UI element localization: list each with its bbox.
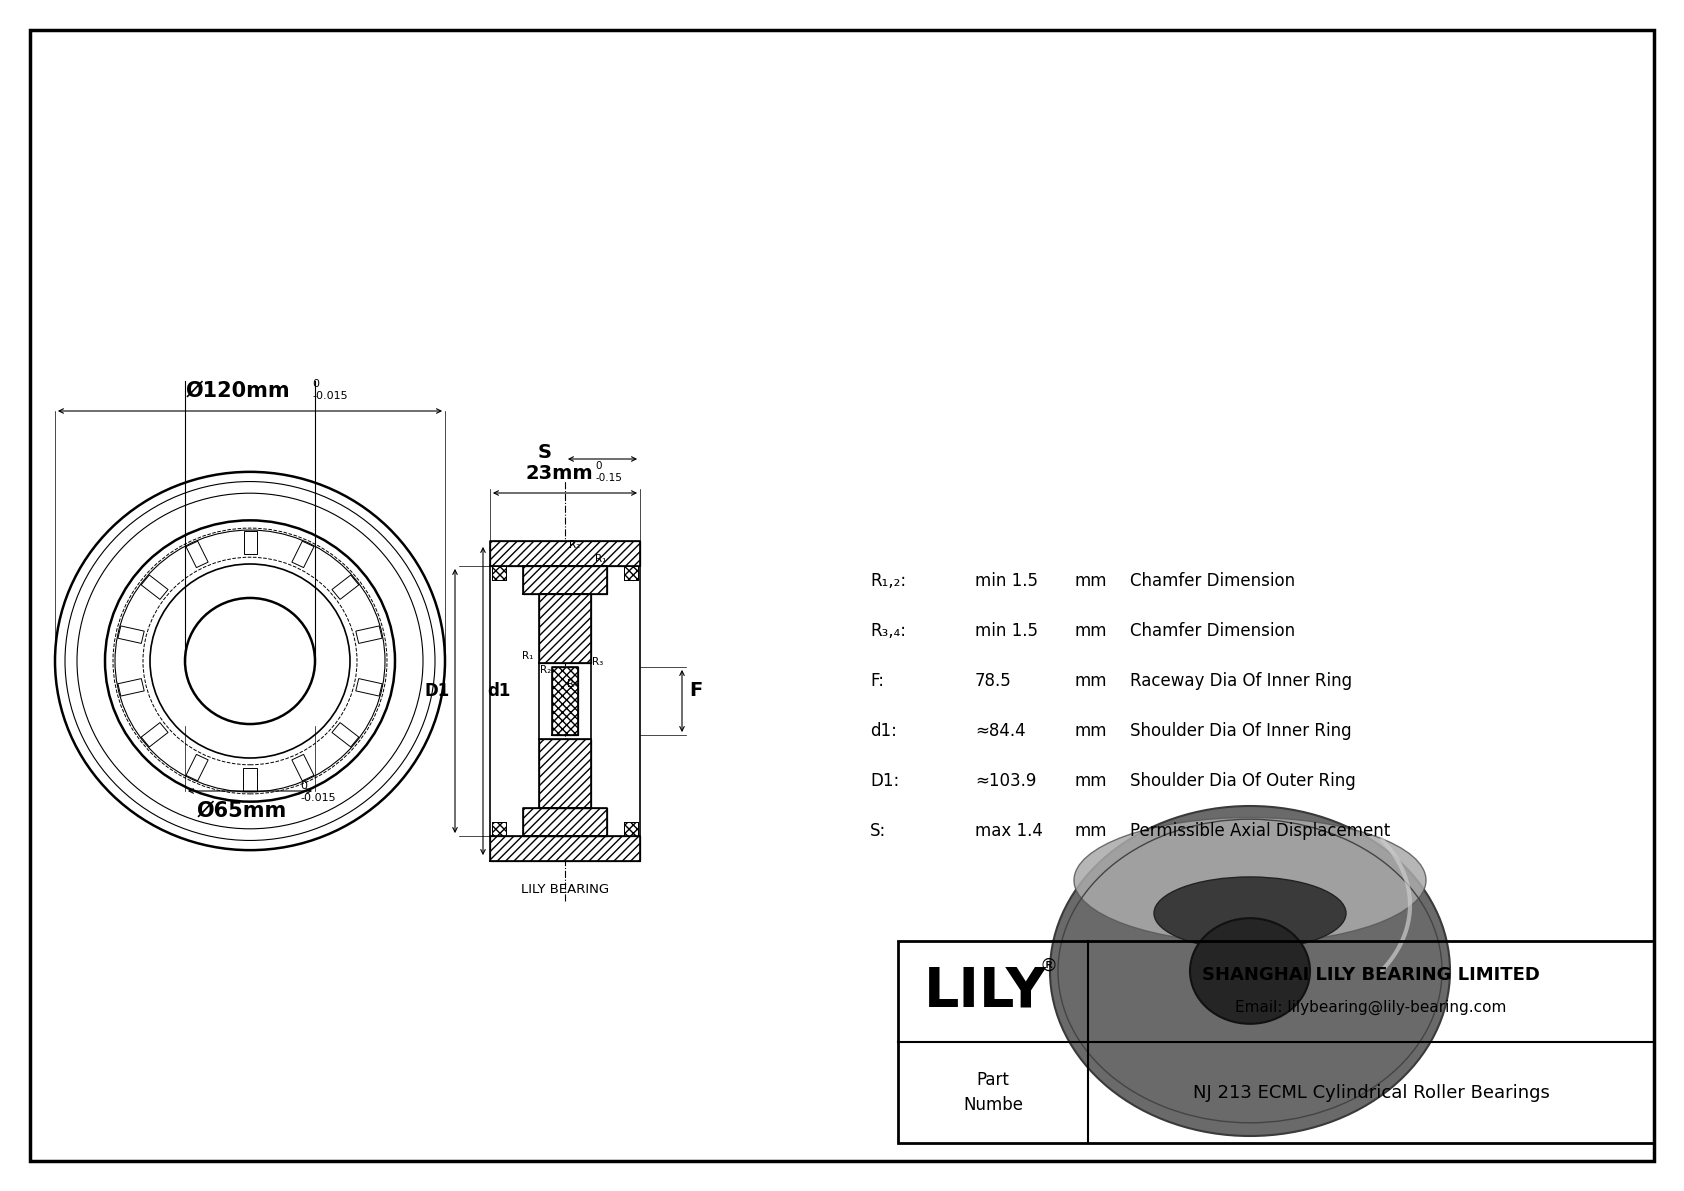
Bar — [490, 541, 640, 566]
Bar — [492, 566, 505, 580]
Text: 78.5: 78.5 — [975, 672, 1012, 690]
Text: LILY: LILY — [923, 965, 1046, 1018]
Text: 0: 0 — [300, 781, 306, 791]
Bar — [539, 594, 591, 663]
Text: min 1.5: min 1.5 — [975, 572, 1037, 590]
Text: d1: d1 — [487, 682, 510, 700]
Ellipse shape — [1154, 877, 1346, 949]
Text: 23mm: 23mm — [525, 464, 593, 484]
Bar — [625, 566, 638, 580]
Text: Shoulder Dia Of Outer Ring: Shoulder Dia Of Outer Ring — [1130, 772, 1356, 790]
Text: ®: ® — [1039, 956, 1058, 974]
Bar — [552, 667, 578, 735]
Text: S:: S: — [871, 822, 886, 840]
Text: S: S — [537, 443, 552, 462]
Text: mm: mm — [1074, 572, 1108, 590]
Text: R₃,₄:: R₃,₄: — [871, 622, 906, 640]
Text: F: F — [689, 681, 702, 700]
Text: -0.15: -0.15 — [594, 473, 621, 484]
Text: -0.015: -0.015 — [312, 391, 347, 401]
Text: ≈84.4: ≈84.4 — [975, 722, 1026, 740]
Text: Raceway Dia Of Inner Ring: Raceway Dia Of Inner Ring — [1130, 672, 1352, 690]
Text: D1: D1 — [424, 682, 450, 700]
Text: min 1.5: min 1.5 — [975, 622, 1037, 640]
Bar — [524, 807, 606, 836]
Bar — [539, 738, 591, 807]
Text: R₁,₂:: R₁,₂: — [871, 572, 906, 590]
Text: max 1.4: max 1.4 — [975, 822, 1042, 840]
Bar — [490, 836, 640, 861]
Text: Part
Numbe: Part Numbe — [963, 1071, 1022, 1114]
Text: R₃: R₃ — [593, 657, 603, 667]
Text: R₄: R₄ — [568, 679, 578, 690]
Text: mm: mm — [1074, 722, 1108, 740]
Text: R₁: R₁ — [594, 554, 606, 565]
Ellipse shape — [1051, 806, 1450, 1136]
Text: Shoulder Dia Of Inner Ring: Shoulder Dia Of Inner Ring — [1130, 722, 1352, 740]
Text: SHANGHAI LILY BEARING LIMITED: SHANGHAI LILY BEARING LIMITED — [1202, 967, 1539, 985]
Text: D1:: D1: — [871, 772, 899, 790]
Text: LILY BEARING: LILY BEARING — [520, 883, 610, 896]
Text: Email: lilybearing@lily-bearing.com: Email: lilybearing@lily-bearing.com — [1236, 1000, 1507, 1015]
Text: d1:: d1: — [871, 722, 898, 740]
Text: mm: mm — [1074, 772, 1108, 790]
Text: R₂: R₂ — [541, 665, 551, 675]
Text: R₁: R₁ — [522, 651, 534, 661]
Bar — [898, 941, 1654, 1143]
Text: Ø120mm: Ø120mm — [185, 381, 290, 401]
Text: 0: 0 — [594, 461, 601, 470]
Text: Ø65mm: Ø65mm — [197, 802, 288, 821]
Bar — [492, 822, 505, 836]
Text: R₂: R₂ — [569, 540, 581, 550]
Text: ≈103.9: ≈103.9 — [975, 772, 1036, 790]
Text: mm: mm — [1074, 622, 1108, 640]
Text: 0: 0 — [312, 379, 318, 389]
Text: -0.015: -0.015 — [300, 793, 335, 803]
Bar — [625, 822, 638, 836]
Bar — [524, 566, 606, 594]
Text: F:: F: — [871, 672, 884, 690]
Text: NJ 213 ECML Cylindrical Roller Bearings: NJ 213 ECML Cylindrical Roller Bearings — [1192, 1084, 1549, 1102]
Text: mm: mm — [1074, 822, 1108, 840]
Text: Permissible Axial Displacement: Permissible Axial Displacement — [1130, 822, 1391, 840]
Text: Chamfer Dimension: Chamfer Dimension — [1130, 622, 1295, 640]
Ellipse shape — [1191, 918, 1310, 1024]
Ellipse shape — [1074, 817, 1426, 943]
Text: Chamfer Dimension: Chamfer Dimension — [1130, 572, 1295, 590]
Text: mm: mm — [1074, 672, 1108, 690]
